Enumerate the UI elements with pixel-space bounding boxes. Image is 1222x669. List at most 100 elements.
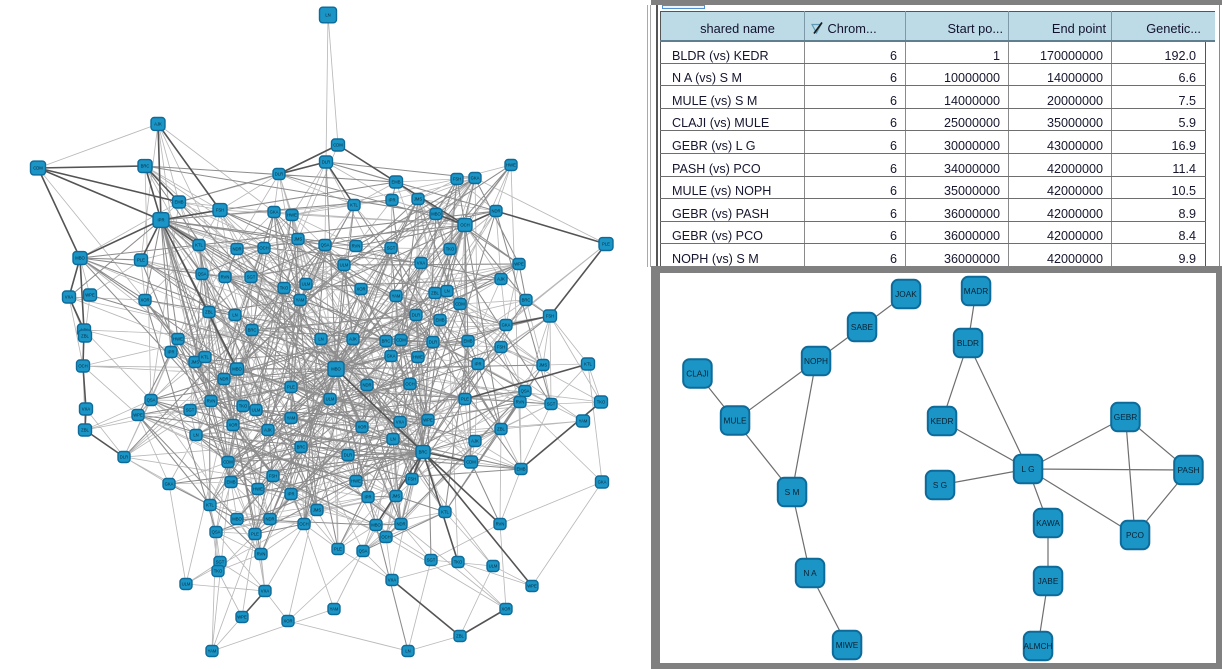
- svg-text:KTL: KTL: [441, 510, 449, 515]
- svg-text:AJK: AJK: [497, 277, 505, 282]
- svg-text:DLR: DLR: [412, 313, 420, 318]
- svg-text:WPE: WPE: [423, 418, 433, 423]
- svg-text:MBO: MBO: [232, 367, 242, 372]
- svg-text:S M: S M: [785, 487, 800, 497]
- svg-text:KTL: KTL: [195, 243, 203, 248]
- svg-text:JMS: JMS: [414, 197, 423, 202]
- svg-text:IPR: IPR: [168, 350, 175, 355]
- svg-text:OCH: OCH: [78, 364, 87, 369]
- svg-text:ULM: ULM: [302, 282, 311, 287]
- svg-text:YAM: YAM: [208, 649, 217, 654]
- svg-text:ULM: ULM: [252, 408, 261, 413]
- svg-text:GEBR: GEBR: [1114, 412, 1138, 422]
- svg-text:ULM: ULM: [182, 582, 191, 587]
- svg-text:CDM: CDM: [223, 460, 233, 465]
- svg-text:GKA: GKA: [598, 480, 607, 485]
- svg-text:RVN: RVN: [257, 552, 266, 557]
- svg-text:LN: LN: [232, 313, 237, 318]
- svg-text:TKO: TKO: [239, 404, 248, 409]
- svg-text:IPR: IPR: [365, 495, 372, 500]
- svg-text:DLR: DLR: [344, 453, 352, 458]
- svg-text:JMS: JMS: [313, 508, 322, 513]
- svg-text:TKO: TKO: [597, 400, 606, 405]
- svg-text:XOR: XOR: [228, 423, 237, 428]
- svg-text:MULE: MULE: [723, 416, 747, 426]
- svg-text:DLR: DLR: [429, 340, 437, 345]
- svg-text:ZBL: ZBL: [81, 334, 89, 339]
- svg-text:ZBL: ZBL: [81, 428, 89, 433]
- svg-text:CDM: CDM: [466, 460, 476, 465]
- svg-text:VXA: VXA: [388, 578, 397, 583]
- svg-text:QSA: QSA: [212, 530, 221, 535]
- svg-text:KTL: KTL: [206, 503, 214, 508]
- svg-text:YAM: YAM: [296, 298, 305, 303]
- svg-text:TKO: TKO: [446, 247, 455, 252]
- svg-text:QSA: QSA: [147, 398, 156, 403]
- svg-text:HWE: HWE: [287, 213, 297, 218]
- svg-text:LN: LN: [193, 433, 198, 438]
- svg-text:QSA: QSA: [359, 549, 368, 554]
- svg-text:EMB: EMB: [516, 467, 525, 472]
- svg-text:XOR: XOR: [283, 619, 292, 624]
- svg-text:CDM: CDM: [396, 338, 406, 343]
- svg-text:BLDR: BLDR: [957, 338, 979, 348]
- svg-text:VXA: VXA: [396, 420, 405, 425]
- svg-text:HWE: HWE: [253, 487, 263, 492]
- svg-text:BRC: BRC: [297, 445, 306, 450]
- svg-text:WPE: WPE: [514, 262, 524, 267]
- svg-text:NDR: NDR: [232, 247, 241, 252]
- svg-text:NDR: NDR: [265, 517, 274, 522]
- svg-text:BRC: BRC: [522, 298, 531, 303]
- svg-text:AJK: AJK: [154, 122, 162, 127]
- svg-text:KEDR: KEDR: [930, 416, 953, 426]
- svg-text:HWE: HWE: [173, 337, 183, 342]
- svg-text:OCH: OCH: [299, 522, 308, 527]
- svg-text:SGT: SGT: [387, 246, 396, 251]
- svg-text:ZBL: ZBL: [497, 427, 505, 432]
- svg-text:S G: S G: [933, 480, 947, 490]
- svg-text:PLE: PLE: [137, 258, 145, 263]
- svg-text:YAM: YAM: [579, 419, 588, 424]
- svg-text:MBO: MBO: [232, 517, 242, 522]
- svg-text:JABE: JABE: [1038, 576, 1059, 586]
- svg-text:SABE: SABE: [851, 322, 874, 332]
- svg-text:NOPH: NOPH: [804, 356, 828, 366]
- svg-text:RVN: RVN: [352, 244, 361, 249]
- svg-text:VXA: VXA: [261, 589, 270, 594]
- svg-text:KTL: KTL: [350, 203, 358, 208]
- svg-text:QSA: QSA: [521, 389, 530, 394]
- svg-text:OCH: OCH: [381, 535, 390, 540]
- svg-text:SGT: SGT: [427, 558, 436, 563]
- svg-text:CDM: CDM: [455, 302, 465, 307]
- svg-text:CLAJI: CLAJI: [686, 369, 709, 379]
- svg-text:EMB: EMB: [391, 180, 400, 185]
- svg-text:PLE: PLE: [602, 242, 610, 247]
- svg-text:MBO: MBO: [431, 212, 441, 217]
- svg-text:KTL: KTL: [584, 362, 592, 367]
- svg-text:XOR: XOR: [140, 298, 149, 303]
- svg-text:VXA: VXA: [65, 295, 74, 300]
- svg-text:YAM: YAM: [330, 607, 339, 612]
- svg-text:FSH: FSH: [546, 314, 554, 319]
- svg-text:IPR: IPR: [158, 218, 165, 223]
- svg-text:FSH: FSH: [269, 474, 277, 479]
- svg-text:QSA: QSA: [198, 272, 207, 277]
- svg-text:TKO: TKO: [454, 560, 463, 565]
- svg-text:GKA: GKA: [471, 176, 480, 181]
- svg-text:SGT: SGT: [247, 275, 256, 280]
- svg-text:PASH: PASH: [1178, 465, 1200, 475]
- svg-text:GKA: GKA: [502, 323, 511, 328]
- svg-text:FSH: FSH: [497, 345, 505, 350]
- svg-text:SGT: SGT: [216, 560, 225, 565]
- svg-text:OCH: OCH: [405, 382, 414, 387]
- svg-text:MBO: MBO: [371, 523, 381, 528]
- svg-text:JMS: JMS: [539, 363, 548, 368]
- svg-text:JOAK: JOAK: [895, 289, 917, 299]
- svg-text:ZBL: ZBL: [431, 291, 439, 296]
- svg-text:IPR: IPR: [389, 198, 396, 203]
- svg-text:DLR: DLR: [322, 160, 330, 165]
- svg-text:ULM: ULM: [489, 564, 498, 569]
- svg-text:PLE: PLE: [334, 547, 342, 552]
- svg-text:NDR: NDR: [491, 209, 500, 214]
- svg-text:FSH: FSH: [453, 177, 461, 182]
